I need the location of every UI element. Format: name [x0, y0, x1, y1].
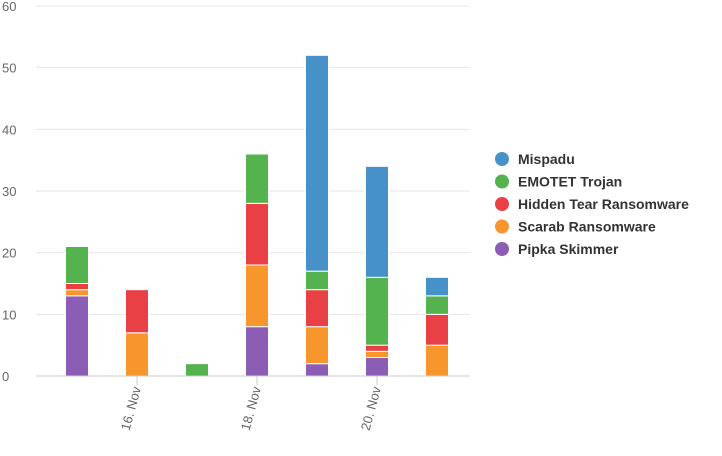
bar-segment[interactable]	[65, 295, 89, 377]
legend-item[interactable]: EMOTET Trojan	[495, 174, 622, 190]
bar-segment[interactable]	[65, 289, 89, 297]
bar-segment[interactable]	[365, 350, 389, 359]
legend-label: EMOTET Trojan	[518, 174, 622, 190]
bar-segment[interactable]	[305, 54, 329, 272]
legend-label: Mispadu	[518, 151, 575, 167]
y-tick-label: 0	[2, 369, 9, 384]
x-axis: 16. Nov 18. Nov 20. Nov	[36, 375, 470, 432]
bar-segment[interactable]	[365, 276, 389, 346]
bar-segment[interactable]	[245, 326, 269, 377]
bar-segment[interactable]	[125, 289, 149, 334]
legend-item[interactable]: Mispadu	[495, 151, 575, 167]
legend-marker	[495, 197, 509, 211]
bar-segment[interactable]	[65, 283, 89, 291]
bar-segment[interactable]	[305, 270, 329, 291]
legend-marker	[495, 174, 509, 189]
legend-label: Pipka Skimmer	[518, 241, 619, 257]
bar-segment[interactable]	[365, 344, 389, 352]
y-axis-labels: 0 10 20 30 40 50 60	[2, 0, 16, 384]
bar-segment[interactable]	[125, 332, 149, 377]
bar-segment[interactable]	[185, 363, 209, 377]
legend-label: Scarab Ransomware	[518, 219, 656, 235]
legend-marker	[495, 219, 509, 234]
y-tick-label: 60	[2, 0, 16, 14]
bar-segment[interactable]	[305, 289, 329, 328]
y-tick-label: 30	[2, 184, 16, 199]
bar-segment[interactable]	[305, 326, 329, 365]
bar-segment[interactable]	[65, 246, 89, 284]
x-tick-label: 16. Nov	[118, 384, 144, 432]
legend-label: Hidden Tear Ransomware	[518, 196, 689, 212]
bar-segment[interactable]	[245, 264, 269, 328]
legend-item[interactable]: Hidden Tear Ransomware	[495, 196, 689, 212]
x-tick-label: 20. Nov	[358, 384, 384, 432]
legend-item[interactable]: Scarab Ransomware	[495, 219, 656, 235]
bar-segment[interactable]	[365, 165, 389, 278]
y-tick-label: 10	[2, 307, 16, 322]
bar-segment[interactable]	[305, 363, 329, 377]
bar-segment[interactable]	[365, 357, 389, 377]
legend-marker	[495, 242, 509, 256]
y-tick-label: 20	[2, 246, 16, 261]
y-tick-label: 40	[2, 122, 16, 137]
bar-segment[interactable]	[425, 344, 449, 377]
legend-marker	[495, 152, 509, 166]
bar-segment[interactable]	[245, 153, 269, 204]
bar-segment[interactable]	[425, 313, 449, 346]
bar-segment[interactable]	[425, 276, 449, 297]
bars	[65, 54, 449, 377]
bar-segment[interactable]	[245, 202, 269, 266]
legend-item[interactable]: Pipka Skimmer	[495, 241, 619, 257]
legend[interactable]: Mispadu EMOTET Trojan Hidden Tear Ransomwa…	[495, 151, 689, 257]
bar-segment[interactable]	[425, 295, 449, 315]
y-tick-label: 50	[2, 61, 16, 76]
x-tick-label: 18. Nov	[238, 384, 264, 432]
